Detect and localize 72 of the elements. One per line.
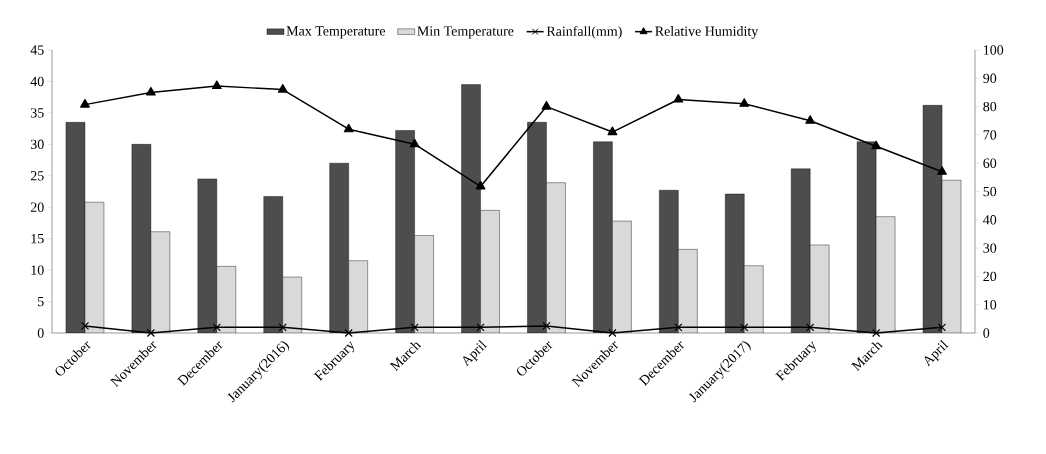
bar <box>348 260 368 333</box>
point <box>211 80 222 90</box>
y2-tick-label: 100 <box>984 45 1004 55</box>
bar <box>678 249 698 333</box>
point <box>937 323 947 332</box>
bar <box>395 130 415 333</box>
point <box>343 123 354 133</box>
bar <box>659 190 679 333</box>
y-tick-label: 0 <box>37 328 44 338</box>
y-tick-label: 20 <box>30 202 44 212</box>
point <box>608 328 617 338</box>
bar <box>744 265 764 333</box>
point <box>871 328 881 338</box>
bar <box>480 210 500 333</box>
point <box>277 84 288 93</box>
point <box>674 323 683 332</box>
point <box>80 321 90 331</box>
bar <box>527 122 547 333</box>
point <box>344 328 353 338</box>
y2-tick-label: 90 <box>983 73 997 84</box>
bar <box>593 141 613 333</box>
y2-tick-label: 70 <box>983 130 997 140</box>
y2-tick-label: 30 <box>983 243 997 253</box>
y-tick-label: 45 <box>30 45 44 55</box>
legend-label: Relative Humidity <box>655 26 759 39</box>
point <box>805 115 816 124</box>
point <box>542 321 551 331</box>
bar <box>329 163 349 333</box>
y-tick-label: 40 <box>30 76 44 87</box>
y2-tick-label: 10 <box>984 299 997 310</box>
bar <box>612 221 632 333</box>
bar <box>810 244 830 333</box>
bar <box>414 235 434 333</box>
point <box>145 86 156 96</box>
bar <box>546 182 566 333</box>
point <box>409 138 420 148</box>
y2-tick-label: 80 <box>983 101 997 112</box>
y-tick-label: 5 <box>38 296 44 307</box>
bar <box>791 168 811 333</box>
y-tick-label: 15 <box>31 233 44 244</box>
point <box>806 323 815 332</box>
point <box>476 323 485 332</box>
point <box>673 93 684 103</box>
bar <box>461 84 481 333</box>
legend-label: Max Temperature <box>286 26 386 39</box>
legend-label: Rainfall(mm) <box>546 26 622 39</box>
point <box>278 323 287 332</box>
y-tick-label: 25 <box>30 171 44 181</box>
y2-tick-label: 60 <box>983 158 997 168</box>
bar <box>197 178 217 333</box>
point <box>475 180 486 190</box>
y2-tick-label: 40 <box>983 215 997 225</box>
point <box>607 126 618 136</box>
point <box>541 101 552 110</box>
bar <box>216 266 236 333</box>
point <box>410 323 419 332</box>
y-tick-label: 30 <box>30 139 44 150</box>
y2-tick-label: 20 <box>983 271 997 282</box>
point <box>146 328 156 338</box>
point <box>80 99 90 108</box>
y2-tick-label: 50 <box>983 186 997 197</box>
point <box>740 323 749 332</box>
legend-label: Min Temperature <box>417 26 514 39</box>
bar <box>725 194 745 333</box>
point <box>871 140 882 150</box>
point <box>937 166 947 175</box>
point <box>739 98 750 107</box>
y2-tick-label: 0 <box>983 328 990 338</box>
bar <box>263 196 283 333</box>
y-tick-label: 35 <box>30 108 44 118</box>
point <box>212 323 221 332</box>
y-tick-label: 10 <box>31 265 44 275</box>
